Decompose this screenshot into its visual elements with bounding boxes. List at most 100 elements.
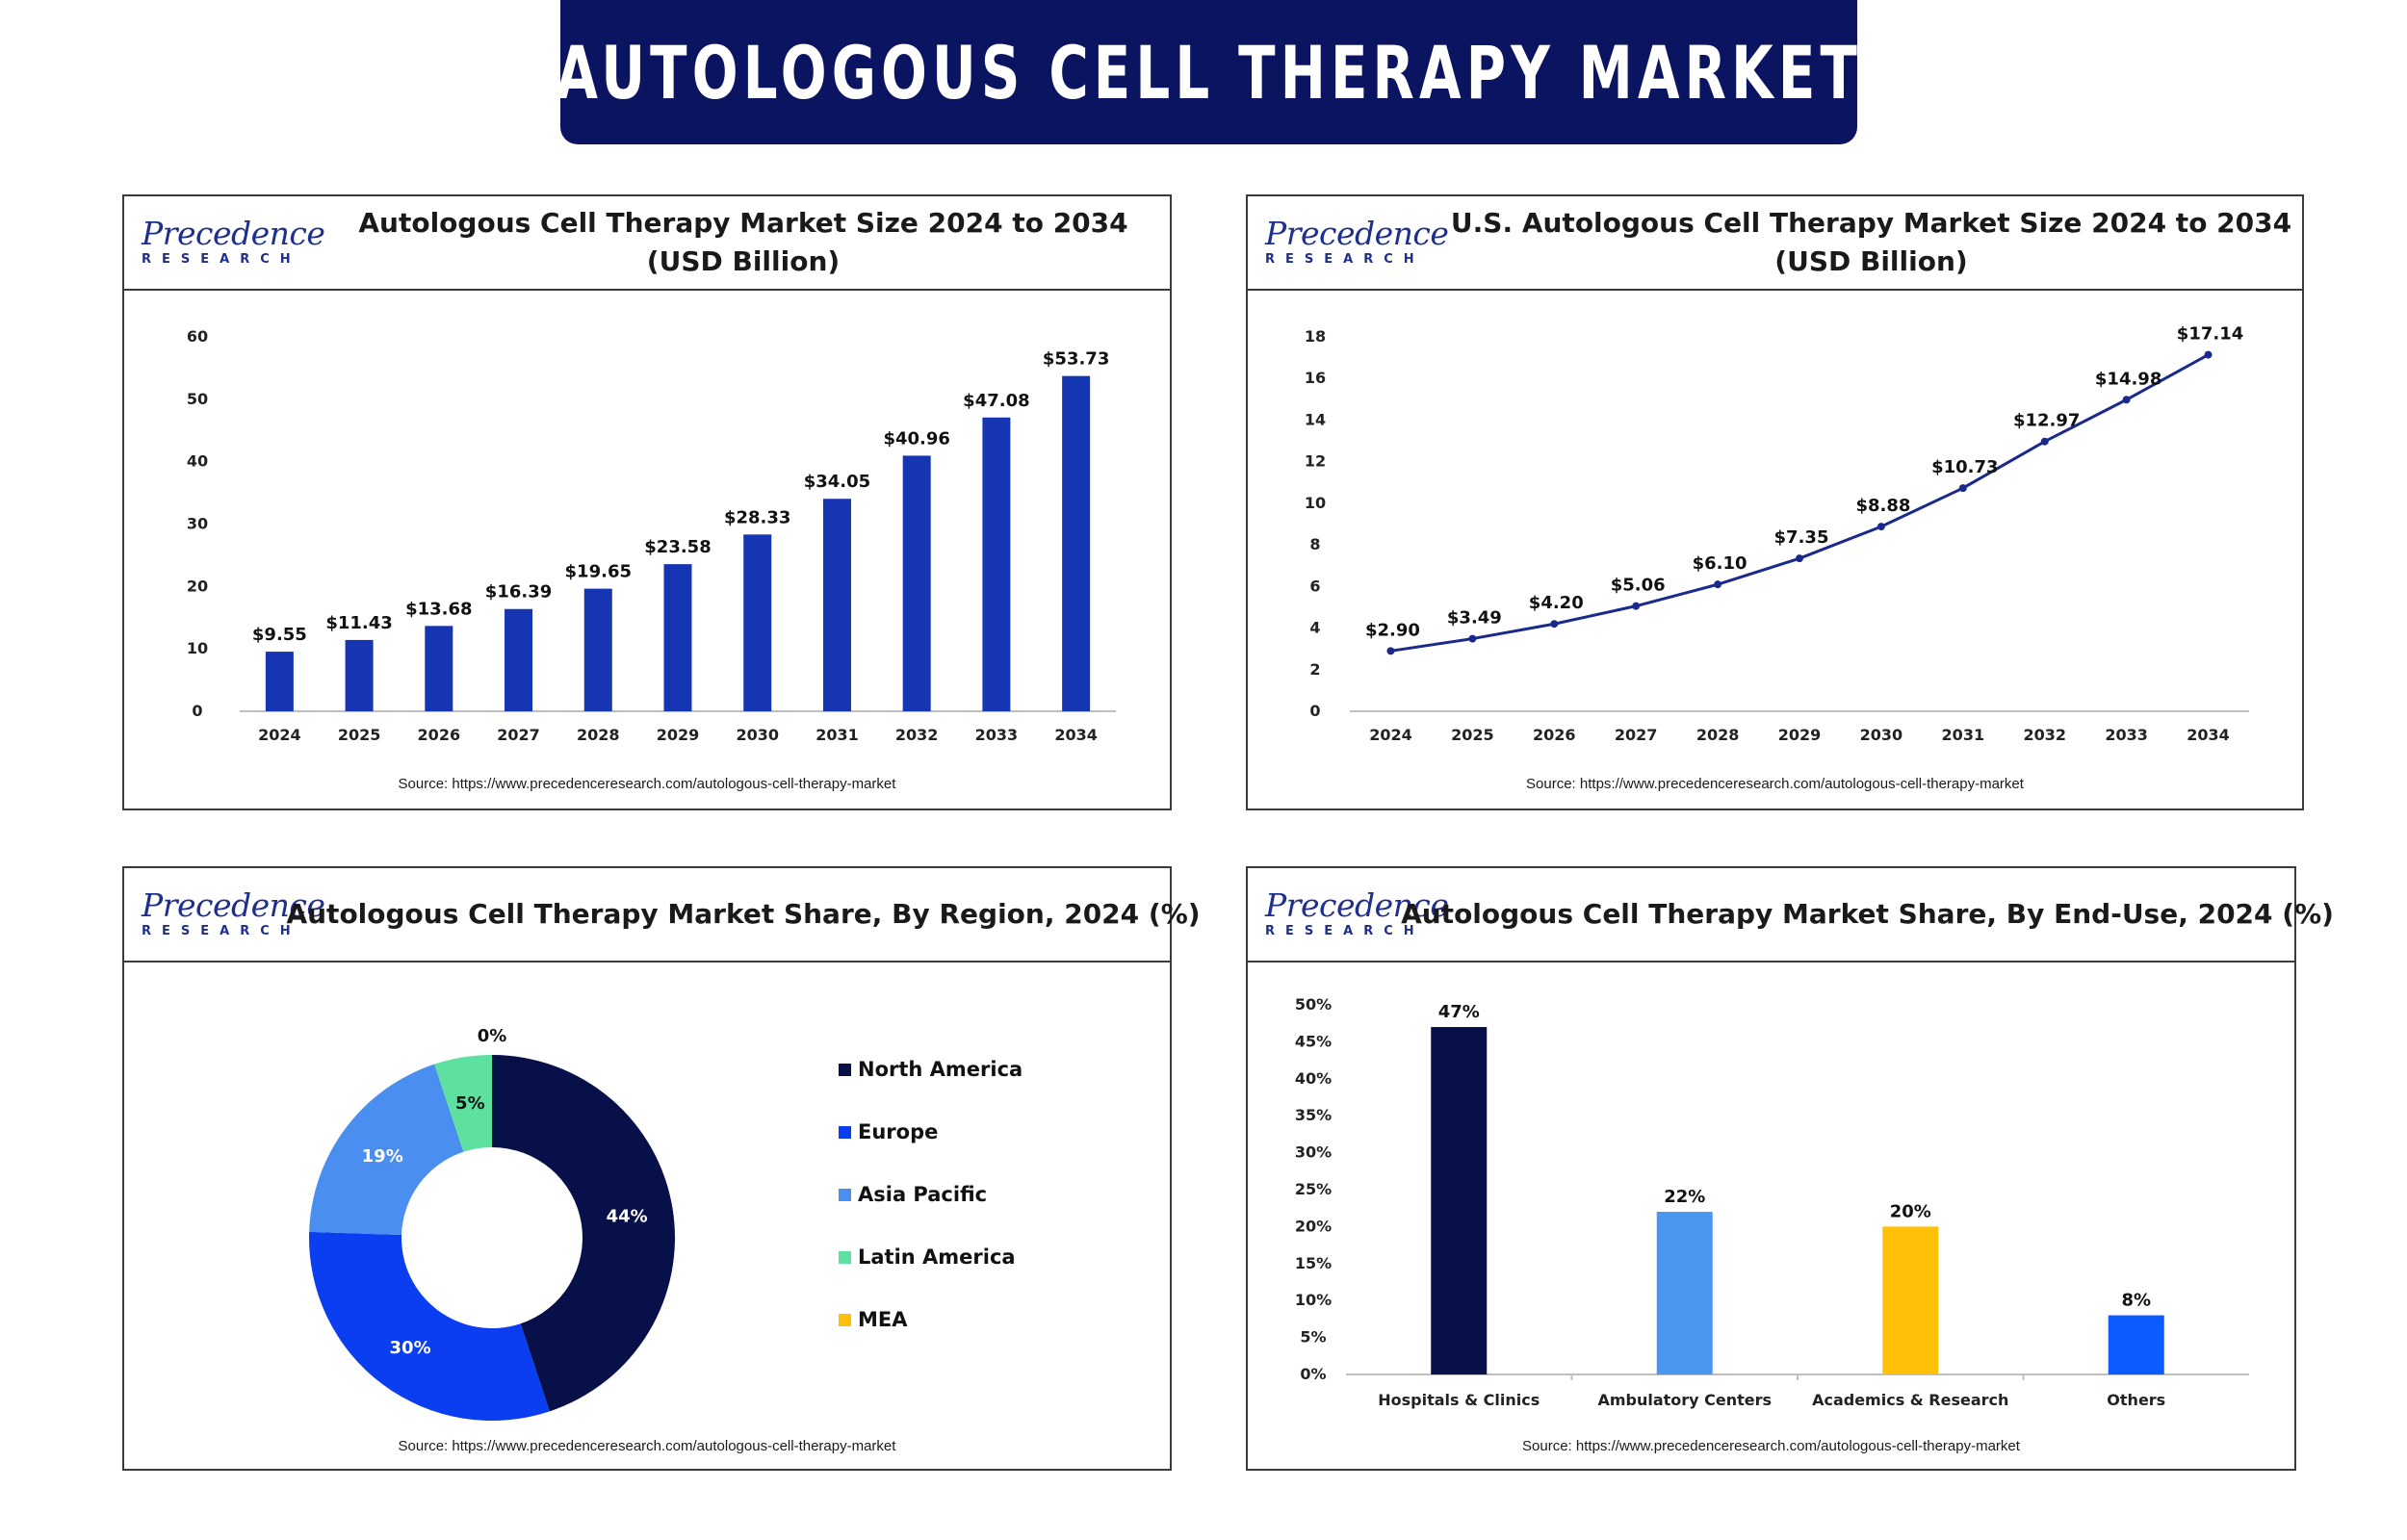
panel-header: Precedence RESEARCH Autologous Cell Ther…: [124, 868, 1201, 962]
data-label: $14.98: [2095, 369, 2161, 389]
bar: [345, 639, 374, 711]
data-label: $5.06: [1611, 576, 1666, 596]
x-tick-label: 2027: [497, 726, 540, 744]
y-tick-label: 8: [1309, 535, 1320, 553]
x-tick-label: Academics & Research: [1812, 1391, 2008, 1409]
x-tick-label: 2028: [1696, 726, 1740, 744]
x-tick-label: 2031: [1942, 726, 1985, 744]
y-tick-label: 45%: [1295, 1032, 1332, 1050]
y-tick-label: 14: [1305, 410, 1326, 428]
data-point: [2122, 396, 2131, 404]
bar: [583, 588, 612, 711]
y-tick-label: 16: [1305, 369, 1326, 387]
data-label: $47.08: [963, 391, 1029, 411]
legend-label: Latin America: [858, 1245, 1016, 1269]
source-note: Source: https://www.precedenceresearch.c…: [1522, 1438, 2020, 1454]
data-label: $4.20: [1529, 593, 1584, 613]
data-label: $34.05: [804, 472, 870, 492]
precedence-logo: Precedence RESEARCH: [1265, 218, 1449, 271]
x-tick-label: 2026: [1533, 726, 1576, 744]
data-point: [1550, 620, 1559, 629]
source-note: Source: https://www.precedenceresearch.c…: [398, 776, 896, 792]
y-tick-label: 0%: [1300, 1365, 1326, 1383]
source-note: Source: https://www.precedenceresearch.c…: [1526, 776, 2024, 792]
panel-region-share: Precedence RESEARCH Autologous Cell Ther…: [122, 866, 1201, 1471]
legend-swatch: [839, 1126, 851, 1139]
y-tick-label: 30%: [1295, 1143, 1332, 1162]
data-label: $13.68: [405, 599, 472, 619]
data-point: [1796, 554, 1803, 563]
bar: [425, 626, 453, 711]
bar: [663, 564, 692, 711]
slice-label: 44%: [607, 1206, 648, 1226]
slice-label: 0%: [478, 1026, 507, 1046]
data-label: 22%: [1664, 1187, 1705, 1207]
y-tick-label: 5%: [1300, 1328, 1326, 1347]
data-label: $6.10: [1693, 553, 1747, 574]
y-tick-label: 12: [1305, 452, 1326, 471]
panel-header: Precedence RESEARCH Autologous Cell Ther…: [124, 196, 1170, 291]
donut-slice: [492, 1055, 675, 1412]
data-label: $28.33: [724, 507, 790, 527]
precedence-logo: Precedence RESEARCH: [1265, 889, 1449, 943]
data-label: 8%: [2121, 1291, 2151, 1311]
donut-slice: [309, 1231, 550, 1421]
y-tick-label: 0: [192, 702, 202, 720]
x-tick-label: 2025: [338, 726, 381, 744]
series-line: [1390, 353, 2210, 653]
data-point: [1958, 484, 1967, 493]
donut-slice: [309, 1064, 464, 1235]
y-tick-label: 40: [187, 452, 208, 471]
data-label: $10.73: [1931, 457, 1998, 477]
logo-subtext: RESEARCH: [142, 252, 301, 267]
bar: [505, 608, 533, 711]
bar: [902, 455, 931, 711]
page-title: AUTOLOGOUS CELL THERAPY MARKET: [556, 29, 1862, 116]
source-note: Source: https://www.precedenceresearch.c…: [398, 1438, 896, 1454]
x-tick-label: Hospitals & Clinics: [1378, 1391, 1540, 1409]
data-label: $3.49: [1447, 608, 1502, 629]
chart-title-line1: U.S. Autologous Cell Therapy Market Size…: [1450, 207, 2292, 239]
precedence-logo: Precedence RESEARCH: [142, 218, 325, 271]
x-tick-label: Others: [2107, 1391, 2165, 1409]
region-donut-chart: 44% 30% 19% 5% 0% North America Europe Asia Pac…: [309, 1026, 1022, 1421]
legend-swatch: [839, 1251, 851, 1264]
bar: [1656, 1212, 1713, 1374]
y-tick-label: 50%: [1295, 995, 1332, 1014]
us-line-chart: 0 2 4 6 8 10 12 14 16 18 $2.90 2024 $3.49 2025 $4.20 20…: [1305, 324, 2249, 744]
y-tick-label: 10%: [1295, 1291, 1332, 1309]
legend-swatch: [839, 1314, 851, 1326]
data-label: $9.55: [252, 625, 307, 645]
y-tick-label: 20%: [1295, 1217, 1332, 1235]
legend-label: Europe: [858, 1120, 938, 1143]
y-tick-label: 35%: [1295, 1106, 1332, 1124]
legend-swatch: [839, 1064, 851, 1076]
x-tick-label: 2027: [1615, 726, 1658, 744]
logo-wordmark: Precedence: [142, 886, 325, 924]
x-tick-label: 2034: [2187, 726, 2230, 744]
panel-us-market-size: Precedence RESEARCH U.S. Autologous Cell…: [1246, 194, 2304, 810]
x-tick-label: 2028: [577, 726, 620, 744]
donut-slice: [434, 1055, 492, 1152]
precedence-logo: Precedence RESEARCH: [142, 886, 325, 943]
logo-subtext: RESEARCH: [1265, 252, 1425, 267]
bar: [743, 534, 772, 711]
x-tick-label: 2029: [657, 726, 700, 744]
data-label: $16.39: [485, 582, 552, 603]
data-point: [1468, 634, 1477, 643]
slice-label: 19%: [362, 1146, 403, 1167]
bar: [1882, 1226, 1939, 1374]
data-label: $19.65: [565, 562, 632, 582]
x-tick-label: 2025: [1451, 726, 1494, 744]
chart-title: U.S. Autologous Cell Therapy Market Size…: [1451, 196, 2291, 289]
data-label: $17.14: [2177, 324, 2243, 345]
y-tick-label: 4: [1309, 619, 1320, 637]
data-label: $12.97: [2013, 411, 2080, 431]
slice-label: 5%: [455, 1093, 485, 1114]
x-tick-label: 2030: [1860, 726, 1903, 744]
data-label: $11.43: [325, 613, 392, 633]
chart-title-line1: Autologous Cell Therapy Market Share, By…: [286, 898, 1201, 930]
panel-header: Precedence RESEARCH Autologous Cell Ther…: [1248, 868, 2334, 962]
data-label: 20%: [1890, 1201, 1931, 1221]
logo-subtext: RESEARCH: [142, 924, 301, 938]
